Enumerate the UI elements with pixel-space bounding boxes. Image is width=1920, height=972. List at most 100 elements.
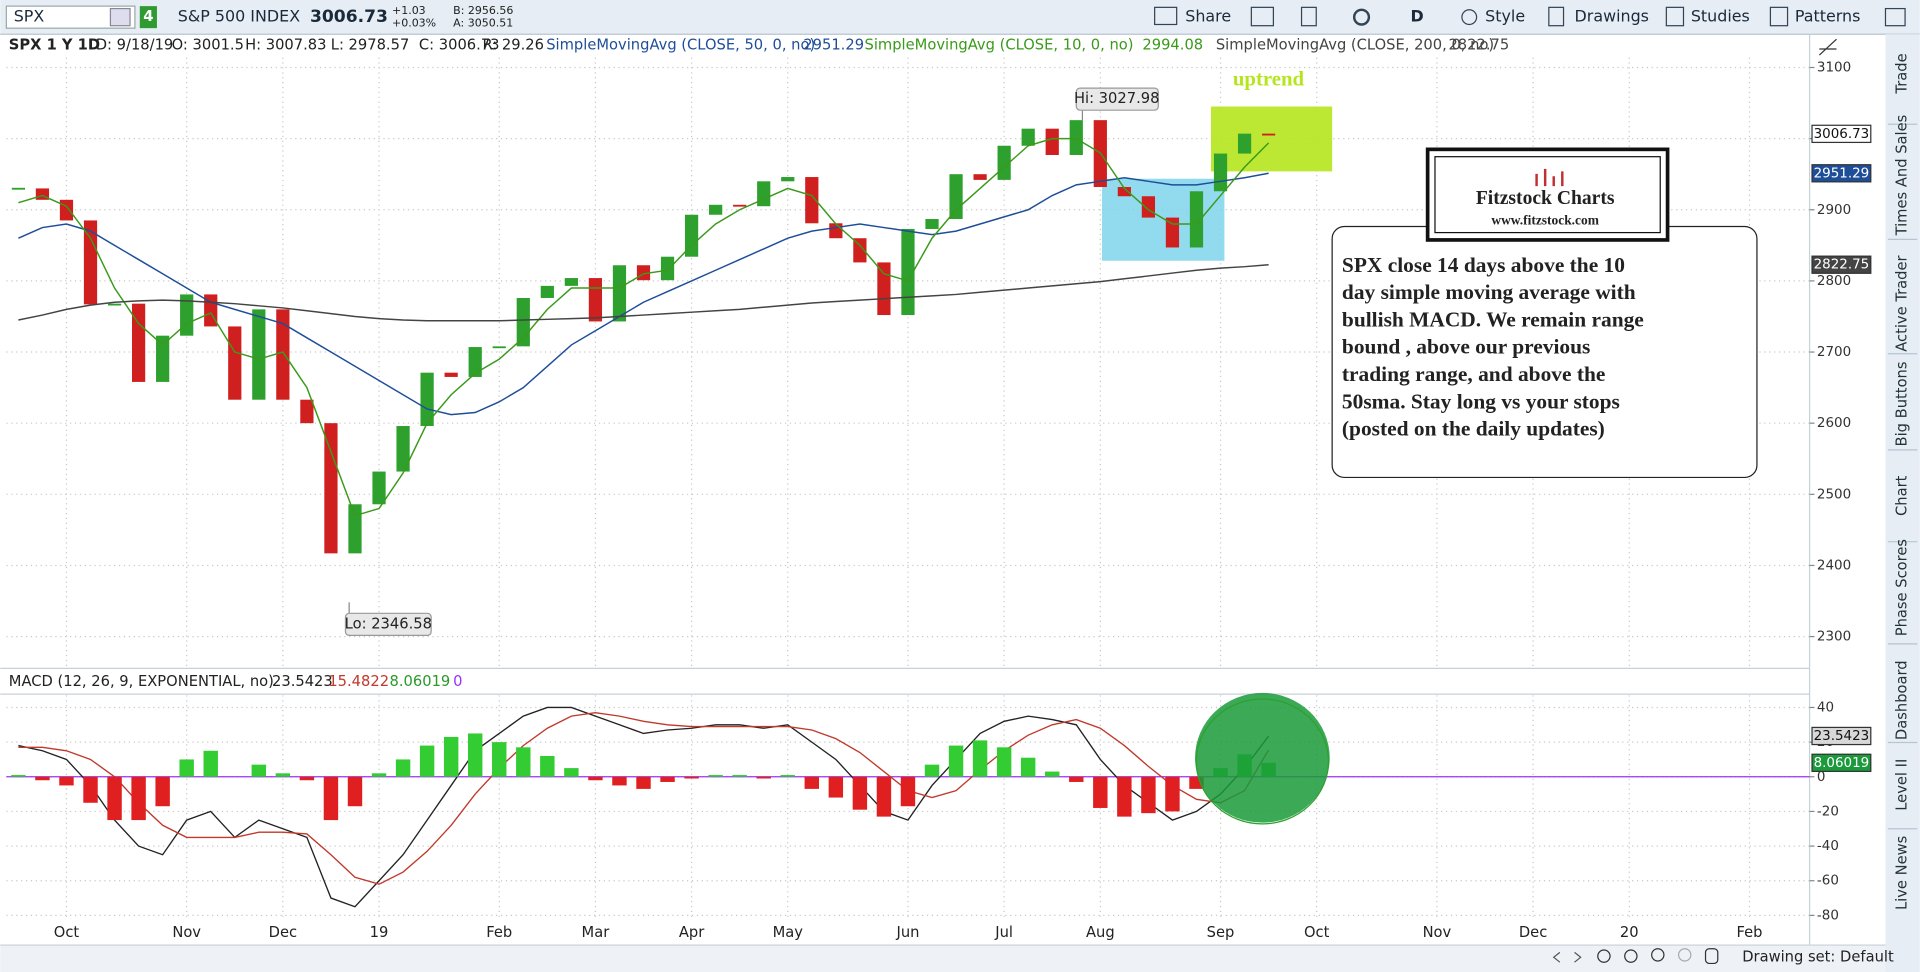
candle xyxy=(1045,128,1059,155)
last-value-box xyxy=(1811,164,1872,183)
settings-icon[interactable] xyxy=(1352,8,1371,26)
x-tick-label: Dec xyxy=(1519,924,1547,941)
candle xyxy=(901,228,915,316)
pan-icon[interactable] xyxy=(1704,948,1719,965)
candle xyxy=(492,346,506,349)
uptrend-label: uptrend xyxy=(1233,67,1305,91)
last-value-box xyxy=(1811,726,1872,746)
link-number[interactable]: 4 xyxy=(143,8,153,25)
crosshair-icon[interactable] xyxy=(1624,949,1638,963)
histogram-bar xyxy=(708,775,723,777)
symbol-box[interactable] xyxy=(5,5,136,29)
histogram-bar xyxy=(1020,757,1036,777)
sidebar xyxy=(1885,34,1920,972)
bid: B: 2956.56 xyxy=(453,4,513,17)
drawings-button[interactable]: Drawings xyxy=(1575,7,1649,26)
sidebar-tab[interactable]: Times And Sales xyxy=(1894,115,1911,237)
sidebar-tab[interactable]: Phase Scores xyxy=(1894,539,1911,636)
series-line xyxy=(18,263,1269,322)
y-tick-label: 2800 xyxy=(1817,274,1851,289)
zoom-in-icon[interactable] xyxy=(1651,948,1665,962)
sidebar-tab[interactable]: Active Trader xyxy=(1894,254,1911,351)
studies-icon[interactable] xyxy=(1665,6,1685,27)
legend-sma10: SimpleMovingAvg (CLOSE, 10, 0, no) xyxy=(865,36,1134,53)
scroll-arrows[interactable] xyxy=(1552,951,1582,963)
histogram-bar xyxy=(876,776,892,817)
candle xyxy=(805,177,819,224)
histogram-bar xyxy=(179,759,194,777)
studies-button[interactable]: Studies xyxy=(1691,7,1750,26)
y-tick-label: -20 xyxy=(1817,804,1839,819)
histogram-bar xyxy=(203,750,218,777)
sidebar-tab[interactable]: Level II xyxy=(1894,759,1911,811)
flask-icon[interactable] xyxy=(1300,6,1317,27)
symbol[interactable]: SPX xyxy=(14,7,45,26)
x-tick-label: Nov xyxy=(1423,924,1452,941)
candle xyxy=(684,214,699,257)
last-value-label: 2822.75 xyxy=(1814,258,1870,273)
y-tick-label: 0 xyxy=(1817,770,1826,785)
notes-icon[interactable] xyxy=(1250,6,1275,27)
series-line xyxy=(18,706,1270,908)
description: S&P 500 INDEX xyxy=(178,7,300,26)
legend-sma10-value: 2994.08 xyxy=(1142,36,1203,53)
macd-diff: 8.06019 xyxy=(390,673,451,690)
histogram-bar xyxy=(804,776,820,789)
note-line: trading range, and above the xyxy=(1342,362,1605,386)
candle xyxy=(925,219,939,229)
candle xyxy=(252,309,266,400)
drawing-set[interactable]: Drawing set: Default xyxy=(1742,948,1894,965)
x-tick-label: Mar xyxy=(582,924,611,941)
histogram-bar xyxy=(107,776,122,821)
candle xyxy=(180,294,194,336)
candle xyxy=(877,262,891,316)
pane-icon[interactable] xyxy=(1818,38,1837,56)
candle xyxy=(516,297,530,347)
patterns-button[interactable]: Patterns xyxy=(1795,7,1861,26)
histogram-bar xyxy=(323,776,339,821)
histogram-bar xyxy=(780,775,795,777)
patterns-icon[interactable] xyxy=(1769,6,1789,27)
histogram-bar xyxy=(371,773,387,777)
x-tick-label: Sep xyxy=(1207,924,1235,941)
sidebar-tab[interactable]: Live News xyxy=(1894,836,1911,910)
note-line: 50sma. Stay long vs your stops xyxy=(1342,389,1620,413)
histogram-bar xyxy=(1141,776,1156,814)
candle xyxy=(1069,120,1083,155)
histogram-bar xyxy=(924,764,940,777)
note-line: bullish MACD. We remain range xyxy=(1342,307,1644,331)
share-icon[interactable] xyxy=(1154,6,1178,26)
histogram-bar xyxy=(1093,776,1108,808)
candle xyxy=(444,372,458,377)
candle xyxy=(540,285,554,298)
y-tick-label: -60 xyxy=(1817,874,1839,889)
sidebar-tab[interactable]: Chart xyxy=(1894,475,1911,516)
series-line xyxy=(18,137,1270,517)
style-icon[interactable] xyxy=(1461,9,1478,26)
candle xyxy=(660,256,675,281)
sidebar-tab[interactable]: Big Buttons xyxy=(1894,361,1911,446)
logo-icon xyxy=(1535,168,1564,187)
aggregation-button[interactable]: D xyxy=(1410,7,1423,26)
x-tick-label: Apr xyxy=(679,924,705,941)
zoom-out-icon[interactable] xyxy=(1677,948,1692,962)
candle xyxy=(131,303,146,382)
link-box[interactable] xyxy=(139,6,157,29)
symbol-dropdown[interactable] xyxy=(109,7,131,27)
sidebar-tab[interactable]: Dashboard xyxy=(1894,660,1911,740)
histogram-bar xyxy=(35,776,50,781)
candle xyxy=(564,278,578,286)
share-button[interactable]: Share xyxy=(1185,7,1231,26)
candle xyxy=(11,187,25,190)
menu-icon[interactable] xyxy=(1884,7,1906,27)
legend-sma200: SimpleMovingAvg (CLOSE, 200, 0, no) xyxy=(1216,36,1494,53)
drawings-icon[interactable] xyxy=(1548,6,1565,27)
reset-icon[interactable] xyxy=(1597,949,1611,963)
sidebar-tab[interactable]: Trade xyxy=(1894,53,1911,94)
style-button[interactable]: Style xyxy=(1485,7,1525,26)
x-tick-label: Feb xyxy=(1736,924,1762,941)
series-line xyxy=(18,711,1270,885)
candle xyxy=(781,177,795,182)
toolbar xyxy=(0,0,1920,35)
candle xyxy=(612,265,627,322)
